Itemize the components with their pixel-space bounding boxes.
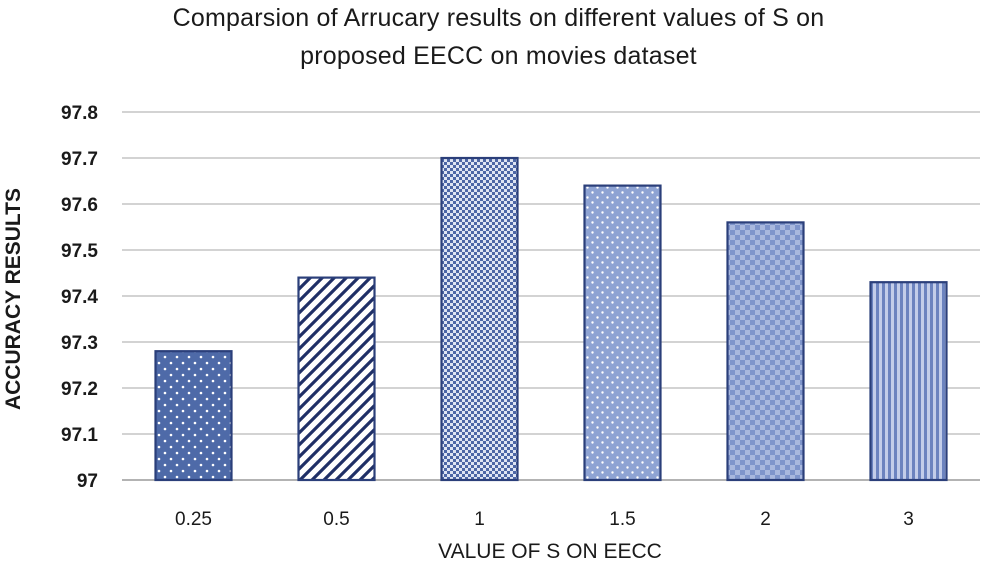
chart-title-line-1: Comparsion of Arrucary results on differ… [172, 4, 825, 32]
bar-0.25 [154, 350, 233, 482]
y-tick-label: 97 [77, 471, 98, 492]
bar-2 [726, 221, 805, 482]
y-tick-label: 97.4 [61, 287, 98, 308]
x-axis-label: VALUE OF S ON EECC [438, 540, 662, 563]
bar-3 [869, 281, 948, 482]
x-tick-label: 3 [903, 509, 914, 530]
y-tick-label: 97.1 [61, 425, 98, 446]
y-tick-label: 97.7 [61, 149, 98, 170]
y-tick-label: 97.8 [61, 103, 98, 124]
x-tick-label: 2 [760, 509, 771, 530]
x-tick-label: 0.5 [323, 509, 349, 530]
bar-1 [440, 156, 519, 482]
x-tick-label: 0.25 [175, 509, 212, 530]
y-tick-label: 97.6 [61, 195, 98, 216]
chart-title-line-2: proposed EECC on movies dataset [300, 42, 697, 70]
y-tick-label: 97.5 [61, 241, 98, 262]
bar-0.5 [297, 276, 376, 482]
x-tick-label: 1 [474, 509, 485, 530]
y-tick-label: 97.2 [61, 379, 98, 400]
bar-1.5 [583, 184, 662, 482]
y-tick-label: 97.3 [61, 333, 98, 354]
x-tick-label: 1.5 [609, 509, 635, 530]
